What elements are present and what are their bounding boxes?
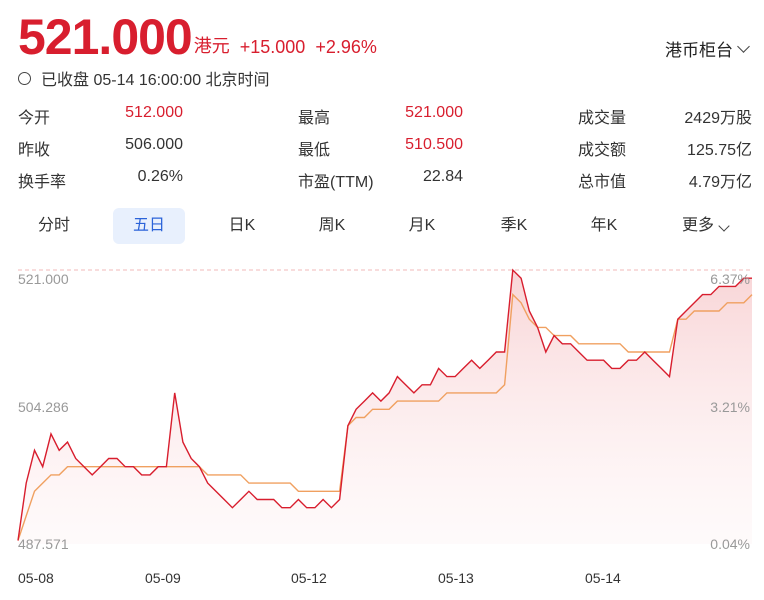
stat-value: 506.000 [125, 136, 183, 153]
stat-label: 成交额 [578, 142, 627, 159]
price-change: +15.000 [239, 37, 306, 57]
market-status: 已收盘 05-14 16:00:00 北京时间 [18, 66, 270, 90]
y-left-tick: 521.000 [18, 271, 69, 287]
clock-icon [18, 71, 31, 85]
exchange-selector-label: 港币柜台 [665, 41, 733, 60]
tab-yearly-k[interactable]: 年K [572, 208, 636, 244]
stat-label: 最高 [298, 110, 331, 127]
stat-value: 4.79万亿 [688, 174, 752, 191]
stat-value: 0.26% [137, 168, 183, 185]
y-left-tick: 504.286 [18, 399, 69, 415]
stat-label: 昨收 [18, 142, 51, 159]
stat-label: 今开 [18, 110, 51, 127]
y-right-tick: 3.21% [710, 399, 750, 415]
stats-grid: 今开 512.000 最高 521.000 成交量 2429万股 昨收 506.000 … [18, 100, 752, 196]
stat-prev-close: 昨收 506.000 [18, 136, 298, 160]
exchange-selector[interactable]: 港币柜台 [665, 36, 750, 61]
tab-label: 日K [228, 217, 256, 234]
tab-weekly-k[interactable]: 周K [300, 208, 364, 244]
chevron-down-icon [737, 40, 750, 53]
y-right-tick: 0.04% [710, 536, 750, 552]
stat-pe: 市盈(TTM) 22.84 [298, 168, 578, 192]
current-price: 521.000 [18, 9, 193, 65]
stat-label: 成交量 [578, 110, 627, 127]
tab-label: 周K [318, 217, 346, 234]
stat-volume: 成交量 2429万股 [578, 104, 752, 128]
tab-monthly-k[interactable]: 月K [390, 208, 454, 244]
tab-label: 分时 [37, 217, 70, 234]
price-change-percent: +2.96% [315, 37, 377, 57]
chart-period-tabs: 分时 五日 日K 周K 月K 季K 年K 更多 [0, 208, 764, 246]
stat-label: 市盈(TTM) [298, 174, 374, 191]
stat-value: 510.500 [405, 136, 463, 153]
stat-turnover-rate: 换手率 0.26% [18, 168, 298, 192]
tab-label: 季K [500, 217, 528, 234]
tab-label: 更多 [681, 217, 714, 234]
tab-five-day[interactable]: 五日 [113, 208, 185, 244]
y-left-tick: 487.571 [18, 536, 69, 552]
stat-value: 521.000 [405, 104, 463, 121]
stat-value: 22.84 [422, 168, 463, 185]
stat-value: 125.75亿 [687, 142, 752, 159]
tab-quarterly-k[interactable]: 季K [482, 208, 546, 244]
x-axis-date: 05-09 [145, 570, 181, 586]
price-line [17, 268, 752, 541]
chevron-down-icon [718, 220, 730, 232]
price-row: 521.000 港元 +15.000 +2.96% [18, 6, 377, 62]
stats-row: 昨收 506.000 最低 510.500 成交额 125.75亿 [18, 132, 752, 164]
stat-value: 2429万股 [684, 110, 752, 127]
tab-label: 年K [590, 217, 618, 234]
x-axis-date: 05-13 [438, 570, 474, 586]
tab-more[interactable]: 更多 [665, 208, 745, 244]
five-day-chart[interactable]: 521.000 504.286 487.571 6.37% 3.21% 0.04… [0, 262, 764, 562]
average-price-line [17, 293, 753, 541]
stats-row: 今开 512.000 最高 521.000 成交量 2429万股 [18, 100, 752, 132]
stat-low: 最低 510.500 [298, 136, 578, 160]
currency-label: 港元 [193, 36, 230, 56]
stat-value: 512.000 [125, 104, 183, 121]
stat-open: 今开 512.000 [18, 104, 298, 128]
price-area [18, 270, 752, 544]
x-axis-date: 05-14 [585, 570, 621, 586]
market-status-text: 已收盘 05-14 16:00:00 北京时间 [41, 72, 270, 89]
tab-daily-k[interactable]: 日K [210, 208, 274, 244]
stat-turnover: 成交额 125.75亿 [578, 136, 752, 160]
stat-label: 总市值 [578, 174, 627, 191]
stat-label: 换手率 [18, 174, 67, 191]
tab-label: 月K [408, 217, 436, 234]
x-axis-date: 05-08 [18, 570, 54, 586]
y-right-tick: 6.37% [710, 271, 750, 287]
stat-label: 最低 [298, 142, 331, 159]
stats-row: 换手率 0.26% 市盈(TTM) 22.84 总市值 4.79万亿 [18, 164, 752, 196]
tab-intraday[interactable]: 分时 [22, 208, 86, 244]
x-axis-date: 05-12 [291, 570, 327, 586]
stat-high: 最高 521.000 [298, 104, 578, 128]
tab-label: 五日 [132, 217, 165, 234]
stat-market-cap: 总市值 4.79万亿 [578, 168, 752, 192]
